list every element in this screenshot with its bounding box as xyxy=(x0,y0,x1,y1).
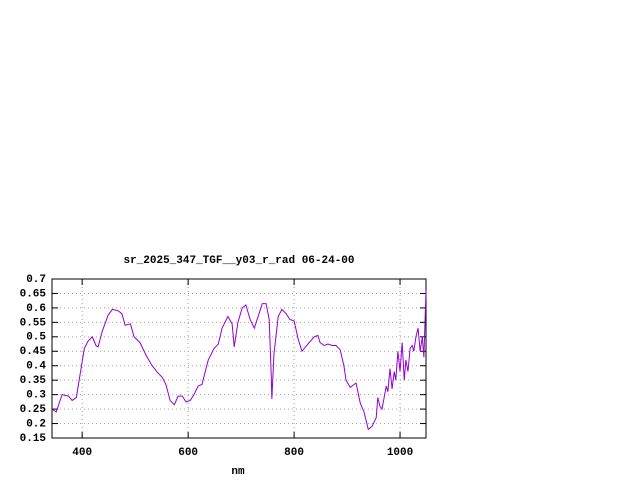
y-tick-label: 0.2 xyxy=(26,418,46,430)
x-tick-label: 1000 xyxy=(387,447,413,459)
x-tick-label: 400 xyxy=(72,447,92,459)
x-tick-label: 600 xyxy=(178,447,198,459)
plot-border xyxy=(51,278,427,439)
y-tick-label: 0.55 xyxy=(20,317,47,329)
chart-title: sr_2025_347_TGF__y03_r_rad 06-24-00 xyxy=(123,255,354,267)
y-tick-label: 0.6 xyxy=(26,303,46,315)
y-tick-label: 0.4 xyxy=(26,361,46,373)
y-tick-label: 0.15 xyxy=(20,433,47,445)
y-tick-label: 0.3 xyxy=(26,390,46,402)
y-tick-label: 0.5 xyxy=(26,332,46,344)
y-tick-label: 0.25 xyxy=(20,404,47,416)
x-tick-label: 800 xyxy=(284,447,304,459)
y-tick-label: 0.45 xyxy=(20,346,47,358)
x-axis-label: nm xyxy=(231,466,245,478)
line xyxy=(51,290,427,431)
y-tick-label: 0.35 xyxy=(20,375,47,387)
y-tick-label: 0.7 xyxy=(26,274,46,286)
y-tick-label: 0.65 xyxy=(20,288,47,300)
